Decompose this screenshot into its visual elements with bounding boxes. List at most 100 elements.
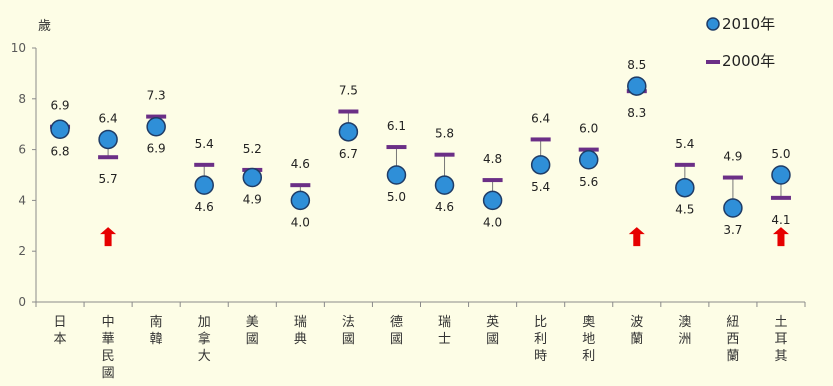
data-label-bottom: 8.3 — [627, 106, 646, 120]
data-label-bottom: 4.0 — [483, 215, 502, 229]
legend-circle-marker — [706, 17, 720, 31]
increase-arrow — [772, 227, 789, 247]
increase-arrow — [100, 227, 117, 247]
y-tick-label: 6 — [18, 143, 26, 157]
marker-2000 — [530, 137, 551, 142]
data-label-bottom: 4.9 — [243, 193, 262, 207]
legend: 2010年 2000年 — [706, 15, 775, 70]
x-category-label: 加 — [198, 315, 211, 330]
marker-2000 — [338, 109, 359, 114]
data-label-bottom: 5.4 — [531, 180, 550, 194]
data-label-top: 6.4 — [99, 111, 118, 125]
x-category-label: 士 — [438, 332, 451, 347]
data-label-top: 5.8 — [435, 127, 454, 141]
marker-2010 — [242, 167, 263, 188]
marker-2000 — [770, 195, 791, 200]
marker-2010 — [50, 119, 70, 140]
marker-2000 — [434, 152, 455, 157]
x-category-label: 耳 — [774, 332, 787, 347]
marker-2000 — [482, 178, 503, 183]
marker-2000 — [290, 183, 311, 188]
x-category-label: 南 — [150, 314, 163, 330]
x-category-label: 紐 — [726, 315, 739, 330]
y-tick-label: 0 — [18, 295, 26, 309]
x-category-label: 國 — [102, 366, 115, 381]
x-category-label: 美 — [246, 315, 259, 330]
y-tick-label: 8 — [18, 92, 26, 106]
data-label-top: 5.4 — [675, 137, 694, 151]
marker-2010 — [627, 76, 647, 96]
marker-2000 — [146, 114, 167, 119]
marker-2000 — [386, 145, 407, 150]
data-label-top: 4.9 — [723, 150, 742, 164]
data-label-bottom: 5.6 — [579, 175, 598, 189]
x-category-label: 澳 — [678, 314, 691, 330]
y-tick-label: 2 — [18, 244, 26, 258]
marker-2010 — [290, 190, 311, 211]
x-category-label: 瑞 — [294, 315, 307, 330]
x-category-label: 比 — [534, 315, 547, 330]
data-label-top: 7.5 — [339, 84, 358, 98]
marker-2010 — [482, 190, 503, 211]
data-label-top: 5.4 — [195, 137, 214, 151]
x-category-label: 西 — [726, 332, 739, 347]
y-tick-label: 4 — [18, 193, 26, 207]
legend-dash-marker — [706, 60, 720, 64]
legend-label-2010: 2010年 — [722, 15, 775, 33]
data-label-top: 8.5 — [627, 58, 646, 72]
data-label-top: 5.0 — [771, 147, 790, 161]
x-category-label: 日 — [54, 315, 67, 330]
marker-2000 — [194, 162, 215, 167]
x-category-label: 拿 — [198, 331, 211, 347]
marker-2010 — [530, 155, 551, 175]
data-label-bottom: 3.7 — [723, 223, 742, 237]
data-label-bottom: 4.5 — [675, 203, 694, 217]
data-label-bottom: 4.0 — [291, 215, 310, 229]
data-label-bottom: 6.9 — [147, 142, 166, 156]
data-label-bottom: 4.1 — [771, 213, 790, 227]
x-category-label: 國 — [390, 332, 403, 347]
x-category-label: 瑞 — [438, 315, 451, 330]
marker-2010 — [723, 198, 743, 218]
data-label-bottom: 6.7 — [339, 147, 358, 161]
increase-arrow — [628, 227, 645, 247]
x-category-label: 蘭 — [630, 331, 643, 347]
data-label-top: 6.9 — [50, 99, 69, 113]
x-category-label: 地 — [582, 332, 595, 347]
x-category-label: 洲 — [678, 332, 691, 347]
x-category-label: 國 — [342, 332, 355, 347]
data-label-top: 4.8 — [483, 152, 502, 166]
x-category-label: 土 — [774, 315, 787, 330]
data-label-bottom: 5.7 — [99, 172, 118, 186]
x-category-label: 德 — [390, 315, 403, 330]
marker-2010 — [434, 175, 455, 195]
marker-2010 — [386, 165, 407, 185]
x-category-label: 時 — [534, 349, 547, 364]
data-label-top: 5.2 — [243, 142, 262, 156]
data-label-bottom: 4.6 — [435, 200, 454, 214]
data-label-top: 7.3 — [147, 89, 166, 103]
x-category-label: 法 — [342, 315, 355, 330]
data-label-top: 6.1 — [387, 119, 406, 133]
data-label-top: 6.0 — [579, 122, 598, 136]
x-category-label: 中 — [102, 315, 115, 330]
marker-2000 — [98, 155, 119, 160]
x-category-label: 利 — [534, 332, 547, 347]
x-category-label: 典 — [294, 332, 307, 347]
marker-2010 — [194, 175, 214, 195]
y-unit-label: 歲 — [38, 19, 51, 34]
x-category-label: 奧 — [582, 315, 595, 330]
legend-label-2000: 2000年 — [722, 52, 775, 70]
x-category-label: 民 — [102, 349, 115, 364]
marker-2000 — [722, 175, 743, 180]
x-category-label: 蘭 — [726, 348, 739, 364]
x-category-label: 利 — [582, 349, 595, 364]
marker-2010 — [98, 129, 118, 150]
marker-2010 — [578, 150, 599, 170]
x-category-label: 其 — [774, 349, 787, 364]
marker-2010 — [338, 122, 359, 142]
x-category-label: 英 — [486, 315, 499, 330]
x-category-label: 華 — [102, 332, 115, 347]
data-label-bottom: 6.8 — [50, 144, 69, 158]
